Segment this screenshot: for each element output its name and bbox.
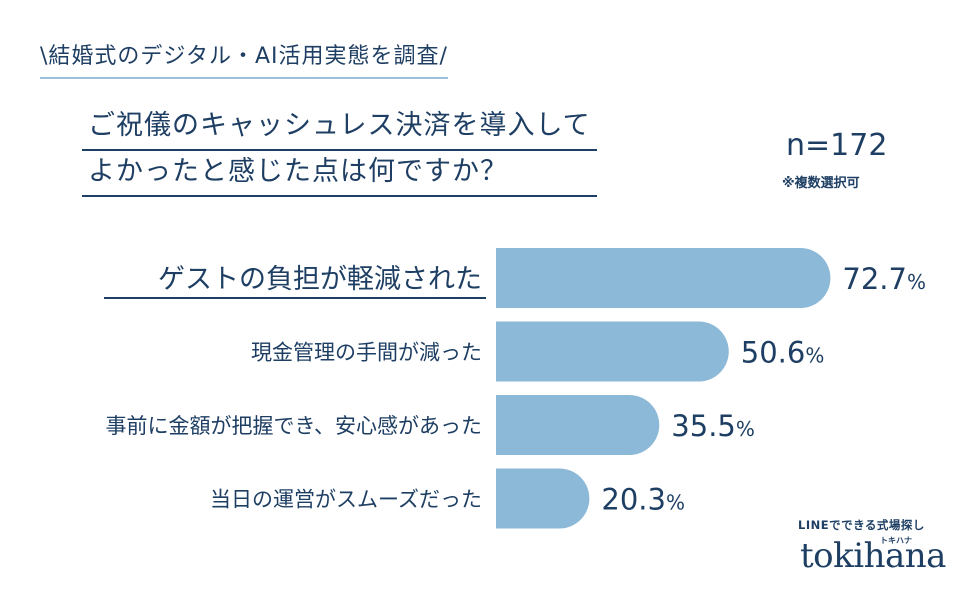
value-label-1: 50.6% — [741, 336, 825, 370]
value-label-0: 72.7% — [842, 262, 926, 296]
sample-size: n=172 — [786, 128, 888, 163]
bar-0 — [496, 248, 831, 308]
question-title: ご祝儀のキャッシュレス決済を導入して よかったと感じた点は何ですか？ — [82, 103, 597, 197]
survey-tag: \結婚式のデジタル・AI活用実態を調査/ — [40, 38, 448, 79]
bar-2 — [496, 395, 660, 455]
question-line-2: よかったと感じた点は何ですか？ — [82, 149, 597, 197]
brand-tagline: LINEでできる式場探し — [798, 518, 925, 532]
category-label-2: 事前に金額が把握でき、安心感があった — [105, 414, 482, 438]
selection-note: ※複数選択可 — [782, 176, 860, 191]
category-label-0: ゲストの負担が軽減された — [158, 264, 482, 295]
value-label-2: 35.5% — [671, 409, 755, 443]
brand-logo: tokihana — [800, 536, 946, 576]
question-line-1: ご祝儀のキャッシュレス決済を導入して — [82, 103, 597, 151]
bar-1 — [496, 321, 729, 382]
bar-3 — [496, 468, 590, 529]
brand-kana: トキハナ — [880, 536, 912, 545]
value-label-3: 20.3% — [601, 483, 685, 517]
category-label-1: 現金管理の手間が減った — [251, 341, 482, 365]
category-label-3: 当日の運営がスムーズだった — [210, 488, 482, 512]
